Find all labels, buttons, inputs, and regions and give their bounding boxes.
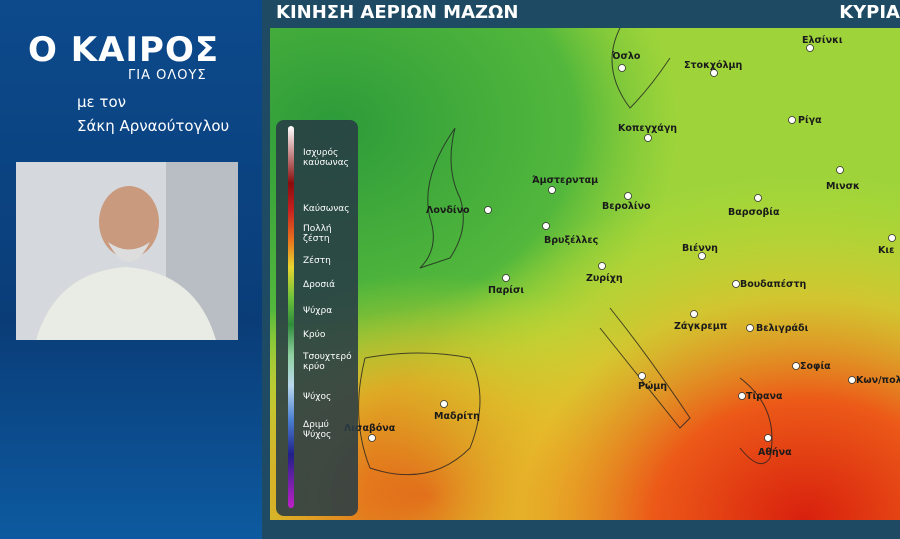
city-dot bbox=[368, 434, 376, 442]
city-dot bbox=[618, 64, 626, 72]
city-dot bbox=[710, 69, 718, 77]
city-label: Μινσκ bbox=[826, 181, 860, 192]
iberia bbox=[358, 352, 481, 476]
city-dot bbox=[698, 252, 706, 260]
map-day: ΚΥΡΙΑ bbox=[839, 2, 900, 23]
city-label: Αθήνα bbox=[758, 447, 792, 458]
city-dot bbox=[624, 192, 632, 200]
legend-item: Ζέστη bbox=[303, 256, 331, 266]
city-dot bbox=[548, 186, 556, 194]
video-frame bbox=[16, 162, 238, 340]
legend-item: Τσουχτερό κρύο bbox=[303, 352, 352, 372]
city-dot bbox=[764, 434, 772, 442]
logo-title: Ο ΚΑΙΡΟΣ bbox=[28, 30, 220, 70]
greece bbox=[739, 377, 773, 465]
city-label: Μαδρίτη bbox=[434, 411, 480, 422]
legend-item: Ψύχος bbox=[303, 392, 332, 402]
city-dot bbox=[598, 262, 606, 270]
city-label: Βρυξέλλες bbox=[544, 235, 598, 246]
city-dot bbox=[502, 274, 510, 282]
city-dot bbox=[638, 372, 646, 380]
city-label: Κιε bbox=[878, 245, 894, 256]
beard bbox=[108, 242, 150, 262]
presenter-video bbox=[16, 162, 238, 340]
city-label: Λονδίνο bbox=[426, 205, 470, 216]
city-dot bbox=[440, 400, 448, 408]
presenter-prefix: με τον bbox=[77, 93, 127, 111]
city-dot bbox=[836, 166, 844, 174]
city-label: Τίρανα bbox=[746, 391, 783, 402]
city-dot bbox=[644, 134, 652, 142]
city-label: Βιέννη bbox=[682, 243, 718, 254]
city-label: Βερολίνο bbox=[602, 201, 651, 212]
city-label: Ελσίνκι bbox=[802, 35, 843, 46]
legend-item: Ισχυρός καύσωνας bbox=[303, 148, 349, 168]
city-label: Όσλο bbox=[611, 51, 641, 62]
city-dot bbox=[746, 324, 754, 332]
legend-item: Ψύχρα bbox=[303, 306, 333, 316]
city-label: Παρίσι bbox=[488, 285, 524, 296]
legend-item: Καύσωνας bbox=[303, 204, 350, 214]
legend-color-bar bbox=[288, 126, 294, 508]
city-label: Βουδαπέστη bbox=[740, 279, 807, 290]
city-dot bbox=[806, 44, 814, 52]
city-dot bbox=[754, 194, 762, 202]
city-label: Σοφία bbox=[800, 361, 831, 372]
weather-map: Όσλο Ελσίνκι Στοκχόλμη Ρίγα Κοπεγχάγη Μινσκ Άμ… bbox=[270, 28, 900, 520]
city-dot bbox=[738, 392, 746, 400]
city-label: Λισαβόνα bbox=[344, 423, 396, 434]
city-dot bbox=[484, 206, 492, 214]
legend-item: Δροσιά bbox=[303, 280, 336, 290]
shirt bbox=[36, 267, 216, 340]
city-dot bbox=[888, 234, 896, 242]
city-dot bbox=[792, 362, 800, 370]
city-labels: Όσλο Ελσίνκι Στοκχόλμη Ρίγα Κοπεγχάγη Μινσκ Άμ… bbox=[344, 35, 900, 458]
city-label: Ζάγκρεμπ bbox=[674, 321, 727, 332]
coastlines bbox=[358, 28, 773, 476]
italy bbox=[599, 307, 691, 429]
city-label: Κοπεγχάγη bbox=[618, 123, 677, 134]
city-label: Στοκχόλμη bbox=[684, 60, 742, 71]
city-label: Ρίγα bbox=[798, 115, 822, 126]
scandinavia bbox=[611, 28, 671, 109]
legend-item: Πολλή ζέστη bbox=[303, 224, 332, 244]
city-label: Ζυρίχη bbox=[586, 273, 623, 284]
legend-item: Δριμύ Ψύχος bbox=[303, 420, 332, 440]
legend: Ισχυρός καύσωνας Καύσωνας Πολλή ζέστη Ζέστη… bbox=[276, 120, 358, 516]
head bbox=[99, 186, 159, 258]
city-dot bbox=[732, 280, 740, 288]
legend-item: Κρύο bbox=[303, 330, 326, 340]
left-panel: Ο ΚΑΙΡΟΣ ΓΙΑ ΟΛΟΥΣ με τον Σάκη Αρναούτογ… bbox=[0, 0, 262, 539]
city-dot bbox=[690, 310, 698, 318]
city-label: Βελιγράδι bbox=[756, 323, 809, 334]
city-label: Βαρσοβία bbox=[728, 207, 780, 218]
city-label: Κων/πολη bbox=[856, 375, 900, 386]
presenter-name: Σάκη Αρναούτογλου bbox=[77, 117, 230, 135]
city-dot bbox=[542, 222, 550, 230]
city-dot bbox=[788, 116, 796, 124]
warm-zone-east bbox=[270, 28, 900, 520]
britain bbox=[419, 127, 464, 269]
city-label: Ρώμη bbox=[638, 381, 667, 392]
city-dot bbox=[848, 376, 856, 384]
logo-subtitle: ΓΙΑ ΟΛΟΥΣ bbox=[128, 68, 207, 83]
city-label: Άμστερνταμ bbox=[532, 175, 598, 186]
map-title: ΚΙΝΗΣΗ ΑΕΡΙΩΝ ΜΑΖΩΝ bbox=[276, 2, 519, 23]
